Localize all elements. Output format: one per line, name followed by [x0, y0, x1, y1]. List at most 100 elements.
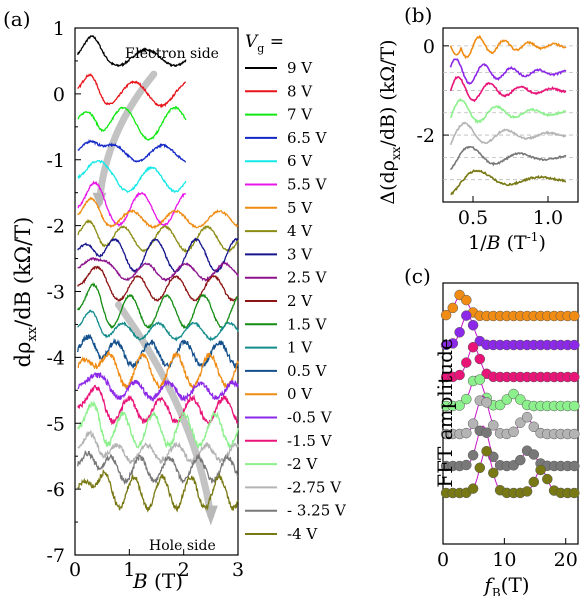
- panel-b-xtick-label: 1.0: [533, 207, 563, 229]
- panel-c: 0 10 20 FFT amplitude fB(T): [433, 282, 580, 596]
- series-line: [449, 121, 567, 146]
- series-line: [77, 105, 187, 141]
- annotation-hole-side: Hole side: [149, 538, 216, 554]
- panel-a: 10-1-2-3-4-5-6-70 1 2 3 Electron side Hole …: [11, 18, 347, 593]
- series-line: [77, 256, 239, 283]
- legend-entry: 4 V: [287, 222, 313, 240]
- series-line: [449, 58, 567, 85]
- legend-entry: 0.5 V: [287, 362, 328, 380]
- data-point: [467, 319, 479, 331]
- data-point: [542, 473, 553, 485]
- panel-c-xtick-label: 0: [437, 549, 449, 571]
- legend-entry: 6 V: [287, 152, 313, 170]
- panel-c-xtick-label: 10: [492, 549, 516, 571]
- data-point: [521, 486, 533, 497]
- data-point: [569, 371, 580, 383]
- data-point: [569, 460, 580, 472]
- panel-a-ytick-label: -5: [46, 413, 65, 435]
- data-point: [461, 459, 472, 471]
- panel-label-c: (c): [404, 264, 431, 288]
- legend-entry: 9 V: [287, 59, 313, 77]
- panel-a-xtick-label: 2: [178, 559, 190, 581]
- panel-c-xtick-label: 20: [554, 549, 578, 571]
- series-line: [77, 351, 239, 391]
- panel-a-ytick-label: -3: [46, 282, 65, 304]
- data-point: [569, 400, 580, 412]
- series-line: [77, 281, 239, 330]
- legend-entry: 7 V: [287, 106, 313, 124]
- panel-b-ylabel: Δ(dρxx/dB) (kΩ/T): [377, 39, 403, 204]
- panel-a-legend: Vg = 9 V 8 V 7 V 6.5 V 6 V 5.5 V 5 V 4 V 3 V 2.5 …: [245, 32, 347, 543]
- panel-b-ytick-label: -2: [416, 125, 435, 147]
- legend-entry: 3 V: [287, 245, 313, 263]
- legend-entry: 6.5 V: [287, 129, 328, 147]
- panel-a-ytick-label: -2: [46, 216, 65, 238]
- legend-entry: 8 V: [287, 82, 313, 100]
- data-point: [521, 411, 533, 423]
- data-point: [481, 427, 492, 438]
- panel-a-ytick-label: -1: [46, 150, 65, 172]
- panel-a-ytick-label: 0: [53, 84, 65, 106]
- series-line: [77, 265, 239, 302]
- legend-entry: -4 V: [287, 525, 318, 543]
- data-point: [467, 341, 479, 353]
- data-point: [515, 454, 526, 466]
- panel-b-xlabel: 1/B (T-1): [468, 230, 546, 254]
- legend-entry: 0 V: [287, 385, 313, 403]
- panel-a-ytick-label: -4: [46, 347, 65, 369]
- series-line: [77, 237, 239, 275]
- annotation-electron-side: Electron side: [125, 46, 219, 62]
- panel-a-frame: [74, 27, 239, 556]
- legend-entry: -0.5 V: [287, 409, 333, 427]
- panel-a-xtick-label: 1: [123, 559, 135, 581]
- hole-side-guide-arrow: [114, 301, 215, 519]
- series-line: [77, 72, 187, 109]
- legend-entry: 2.5 V: [287, 269, 328, 287]
- panel-b-ytick-label: 0: [423, 36, 435, 58]
- data-point: [569, 339, 580, 351]
- data-point: [474, 462, 486, 474]
- data-point: [569, 310, 580, 322]
- series-line: [77, 371, 239, 403]
- legend-entry: 1 V: [287, 339, 313, 357]
- legend-entry: -2 V: [287, 455, 318, 473]
- data-point: [447, 338, 459, 349]
- series-line: [77, 196, 239, 230]
- data-point: [454, 327, 465, 338]
- series-line: [77, 159, 187, 194]
- data-point: [467, 483, 479, 494]
- data-point: [454, 400, 465, 411]
- data-point: [461, 357, 472, 368]
- data-point: [461, 294, 472, 306]
- series-line: [77, 309, 239, 342]
- series-line: [77, 180, 187, 228]
- panel-a-xtick-label: 3: [232, 559, 244, 581]
- series-line: [77, 218, 239, 254]
- panel-label-a: (a): [3, 7, 31, 31]
- data-point: [467, 449, 479, 461]
- data-point: [488, 467, 499, 479]
- legend-entry: 5.5 V: [287, 176, 328, 194]
- legend-entry: 5 V: [287, 199, 313, 217]
- series-line: [77, 450, 239, 486]
- series-line: [449, 97, 567, 124]
- legend-entry: -1.5 V: [287, 432, 333, 450]
- data-point: [440, 309, 452, 321]
- series-line: [77, 138, 187, 163]
- legend-entry: -2.75 V: [287, 478, 342, 496]
- series-line: [77, 35, 187, 68]
- data-point: [474, 374, 486, 385]
- series-line: [449, 75, 567, 103]
- data-point: [447, 302, 459, 314]
- data-point: [488, 420, 499, 431]
- panel-a-xlabel: B (T): [132, 569, 183, 593]
- panel-b-frame: [442, 27, 579, 203]
- series-line: [77, 400, 239, 450]
- data-point: [569, 487, 580, 499]
- panel-a-ylabel: dρxx/dB (kΩ/T): [11, 217, 40, 368]
- data-point: [481, 397, 492, 408]
- data-point: [467, 418, 479, 429]
- data-point: [528, 449, 540, 460]
- legend-entry: 1.5 V: [287, 315, 328, 333]
